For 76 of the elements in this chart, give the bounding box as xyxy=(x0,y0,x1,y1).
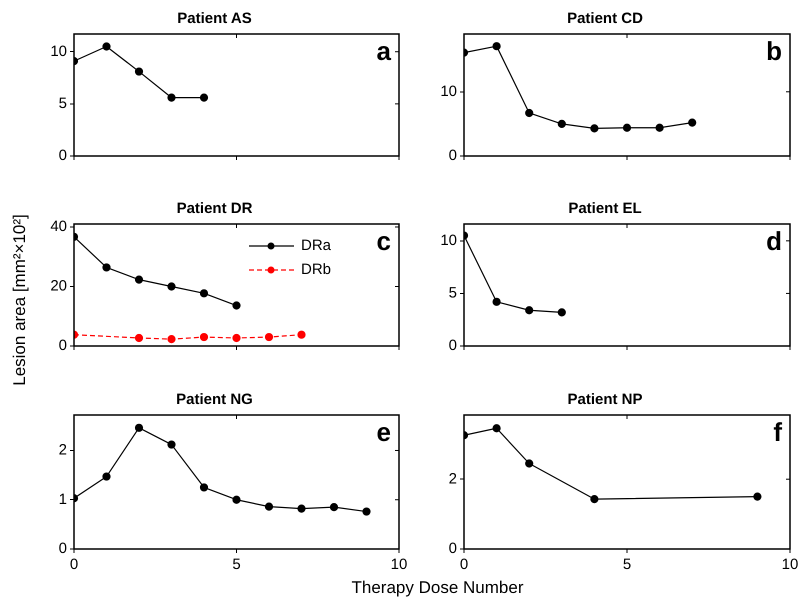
point xyxy=(232,496,241,504)
point xyxy=(167,335,176,344)
point xyxy=(134,424,144,432)
annotation: c xyxy=(376,226,391,256)
y-tick-label: 5 xyxy=(58,95,67,112)
annotation: e xyxy=(376,417,391,448)
y-tick-label: 0 xyxy=(448,147,457,164)
point xyxy=(362,507,371,516)
point xyxy=(558,308,566,316)
point xyxy=(753,492,762,501)
x-tick-label: 0 xyxy=(70,556,78,574)
x-tick-label: 5 xyxy=(622,556,632,574)
annotation: b xyxy=(766,36,782,66)
y-tick-label: 10 xyxy=(50,42,67,60)
point xyxy=(492,424,501,432)
point xyxy=(167,440,176,449)
point xyxy=(656,124,664,132)
chart-title: Patient NP xyxy=(567,391,643,408)
point xyxy=(330,503,338,512)
point xyxy=(134,67,144,76)
x-tick-label: 10 xyxy=(390,556,408,574)
y-tick-label: 0 xyxy=(58,337,67,354)
y-tick-label: 40 xyxy=(50,218,67,236)
point xyxy=(525,459,534,468)
point xyxy=(525,108,534,118)
point xyxy=(200,94,208,102)
point xyxy=(200,332,208,342)
point xyxy=(200,483,208,492)
point xyxy=(590,495,598,504)
y-tick-label: 0 xyxy=(448,337,457,354)
y-tick-label: 0 xyxy=(58,540,67,558)
point xyxy=(200,289,208,298)
point xyxy=(492,42,501,50)
y-tick-label: 1 xyxy=(58,490,67,508)
point xyxy=(297,330,306,339)
point xyxy=(167,94,176,102)
point xyxy=(264,502,274,511)
point xyxy=(558,120,566,128)
point xyxy=(264,332,274,342)
chart-title: Patient AS xyxy=(177,10,252,28)
annotation: d xyxy=(766,226,782,256)
point xyxy=(622,124,632,132)
legend-label: DRb xyxy=(301,261,332,278)
y-tick-label: 0 xyxy=(448,540,457,558)
legend-label: DRa xyxy=(301,237,332,254)
chart-title: Patient CD xyxy=(567,10,644,28)
x-axis-title: Therapy Dose Number xyxy=(350,578,524,598)
point xyxy=(492,298,501,306)
x-tick-label: 0 xyxy=(460,556,468,574)
point xyxy=(232,334,241,342)
point xyxy=(590,124,598,132)
point xyxy=(297,504,306,513)
point xyxy=(167,282,176,291)
y-axis-title: Lesion area [mm²×10²] xyxy=(10,213,30,388)
point xyxy=(102,263,111,272)
point xyxy=(232,301,241,310)
y-tick-label: 2 xyxy=(448,470,457,488)
annotation: f xyxy=(773,417,782,448)
y-tick-label: 0 xyxy=(58,147,67,164)
point xyxy=(134,334,144,342)
chart-title: Patient EL xyxy=(568,200,642,218)
point xyxy=(134,276,144,284)
point xyxy=(102,472,111,481)
x-tick-label: 10 xyxy=(782,556,798,574)
chart-title: Patient DR xyxy=(176,200,253,218)
x-tick-label: 5 xyxy=(232,556,241,574)
y-tick-label: 5 xyxy=(448,284,457,302)
point xyxy=(688,118,696,127)
y-tick-label: 10 xyxy=(440,232,457,249)
point xyxy=(102,42,111,51)
annotation: a xyxy=(376,36,392,66)
y-tick-label: 20 xyxy=(50,278,67,295)
y-tick-label: 10 xyxy=(440,82,457,100)
chart-title: Patient NG xyxy=(176,391,253,408)
point xyxy=(525,306,534,314)
y-tick-label: 2 xyxy=(58,442,67,459)
